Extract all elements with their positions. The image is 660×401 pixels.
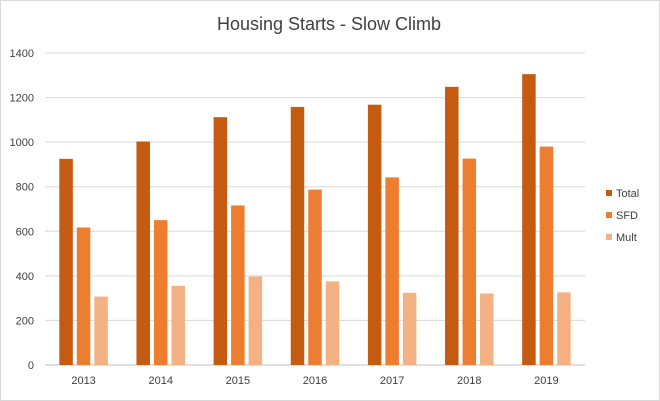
bar-sfd-2016	[308, 189, 322, 365]
bar-mult-2017	[402, 292, 417, 365]
x-tick-label: 2015	[226, 375, 250, 387]
y-tick-label: 0	[28, 360, 34, 372]
x-tick-label: 2013	[71, 375, 95, 387]
bar-sfd-2019	[539, 146, 554, 365]
bar-total-2016	[290, 106, 305, 365]
bar-mult-2019	[557, 292, 571, 365]
bar-mult-2018	[480, 293, 494, 365]
bar-sfd-2014	[153, 220, 168, 365]
x-tick-label: 2014	[148, 375, 172, 387]
legend-swatch-total	[606, 190, 612, 196]
x-tick-label: 2017	[380, 375, 404, 387]
legend-label-total: Total	[616, 188, 639, 200]
bar-mult-2013	[94, 296, 108, 365]
x-tick-label: 2019	[534, 375, 558, 387]
y-tick-label: 600	[16, 226, 34, 238]
bar-total-2017	[367, 104, 382, 366]
bar-sfd-2017	[385, 177, 399, 365]
bar-total-2018	[445, 86, 459, 366]
bar-mult-2015	[248, 276, 263, 365]
bar-mult-2014	[171, 285, 185, 365]
bar-total-2019	[522, 74, 536, 366]
y-tick-label: 1200	[10, 93, 34, 105]
y-tick-label: 1400	[10, 48, 34, 60]
legend-label-mult: Mult	[616, 232, 637, 244]
legend-label-sfd: SFD	[616, 210, 638, 222]
bar-total-2014	[136, 141, 150, 365]
y-tick-label: 200	[16, 315, 34, 327]
bar-total-2015	[213, 117, 228, 365]
bar-sfd-2018	[462, 158, 477, 365]
x-tick-label: 2018	[457, 375, 481, 387]
bar-total-2013	[59, 158, 73, 365]
y-tick-label: 800	[16, 182, 34, 194]
y-tick-label: 400	[16, 271, 34, 283]
bar-sfd-2015	[231, 205, 245, 365]
x-tick-label: 2016	[303, 375, 327, 387]
y-tick-label: 1000	[10, 137, 34, 149]
legend-swatch-mult	[606, 234, 612, 240]
legend-swatch-sfd	[606, 212, 612, 218]
bar-mult-2016	[325, 281, 340, 365]
bar-sfd-2013	[76, 227, 91, 365]
chart-title: Housing Starts - Slow Climb	[216, 14, 442, 34]
